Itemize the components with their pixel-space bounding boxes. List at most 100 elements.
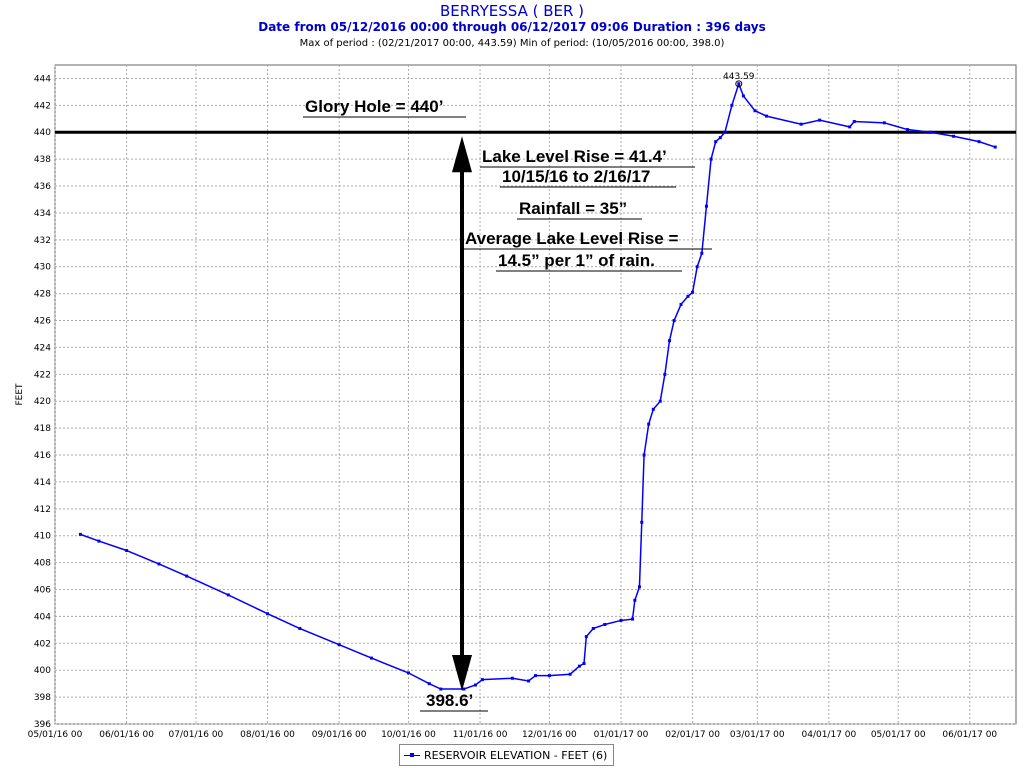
series-reservoir-elevation: 443.59 <box>78 72 997 691</box>
data-point <box>686 294 690 298</box>
x-tick-label: 02/01/17 00 <box>665 730 720 740</box>
x-tick-label: 06/01/16 00 <box>99 730 154 740</box>
data-point <box>633 598 637 602</box>
data-point <box>527 679 531 683</box>
y-tick-label: 400 <box>34 666 51 676</box>
data-point <box>905 128 909 132</box>
data-point <box>637 585 641 589</box>
y-tick-label: 416 <box>34 451 51 461</box>
rise-label-2: 10/15/16 to 2/16/17 <box>502 167 650 186</box>
arrow-head-up <box>452 136 472 173</box>
y-tick-label: 430 <box>34 263 51 273</box>
legend: RESERVOIR ELEVATION - FEET (6) <box>399 744 615 766</box>
y-tick-label: 424 <box>34 343 51 353</box>
data-point <box>337 643 341 647</box>
data-point <box>510 676 514 680</box>
data-point <box>125 549 129 553</box>
data-point <box>672 319 676 323</box>
x-tick-label: 08/01/16 00 <box>240 730 295 740</box>
data-point <box>704 204 708 208</box>
data-point <box>298 627 302 631</box>
data-point <box>642 453 646 457</box>
y-tick-label: 396 <box>34 720 51 730</box>
data-point <box>667 339 671 343</box>
data-point <box>406 671 410 675</box>
data-point <box>577 664 581 668</box>
avg-rise-label-2: 14.5” per 1” of rain. <box>498 251 655 270</box>
rise-label-1: Lake Level Rise = 41.4’ <box>482 147 667 166</box>
data-point <box>714 140 718 144</box>
period-stats: Max of period : (02/21/2017 00:00, 443.5… <box>299 38 725 49</box>
data-point <box>369 656 373 660</box>
data-point <box>157 562 161 566</box>
data-point <box>647 422 651 426</box>
data-point <box>993 145 997 149</box>
chart-area: 396 398 400 402 404 406 408 410 412 414 416 418 420 4… <box>15 64 1017 740</box>
chart-subtitle: Date from 05/12/2016 00:00 through 06/12… <box>258 20 766 34</box>
data-point <box>439 687 443 691</box>
data-point <box>631 617 635 621</box>
data-point <box>848 125 852 129</box>
data-point <box>651 407 655 411</box>
y-tick-label: 408 <box>34 559 51 569</box>
rise-arrow <box>452 136 472 692</box>
y-tick-label: 414 <box>34 478 51 488</box>
annotations: Glory Hole = 440’ Lake Level Rise = 41.4’… <box>303 97 712 712</box>
x-tick-label: 05/01/17 00 <box>871 730 926 740</box>
x-tick-label: 01/01/17 00 <box>594 730 649 740</box>
data-point <box>852 119 856 123</box>
data-point <box>765 114 769 118</box>
x-tick-labels: 05/01/16 00 06/01/16 00 07/01/16 00 08/01/1… <box>28 730 998 740</box>
data-point <box>977 140 981 144</box>
data-point <box>663 372 667 376</box>
data-point <box>591 627 595 631</box>
data-point <box>730 103 734 107</box>
x-tick-label: 03/01/17 00 <box>730 730 785 740</box>
y-tick-label: 418 <box>34 424 51 434</box>
legend-label: RESERVOIR ELEVATION - FEET (6) <box>424 748 608 762</box>
data-point <box>695 265 699 269</box>
data-point <box>709 157 713 161</box>
data-point <box>718 136 722 140</box>
data-point <box>582 661 586 665</box>
arrow-head-down <box>452 655 472 692</box>
y-axis-label: FEET <box>15 383 25 406</box>
data-point <box>547 674 551 678</box>
y-tick-label: 410 <box>34 532 51 542</box>
x-tick-label: 04/01/17 00 <box>802 730 857 740</box>
y-tick-label: 404 <box>34 612 51 622</box>
x-tick-label: 09/01/16 00 <box>312 730 367 740</box>
data-point <box>691 290 695 294</box>
y-tick-label: 442 <box>34 101 51 111</box>
y-tick-label: 422 <box>34 370 51 380</box>
data-point <box>427 682 431 686</box>
y-tick-label: 412 <box>34 505 51 515</box>
data-point <box>753 109 757 113</box>
data-point <box>603 622 607 626</box>
max-label: 443.59 <box>723 72 755 82</box>
chart-title: BERRYESSA ( BER ) <box>439 2 585 20</box>
y-tick-label: 428 <box>34 290 51 300</box>
data-point <box>480 678 484 682</box>
y-tick-label: 436 <box>34 182 51 192</box>
data-point <box>226 593 230 597</box>
y-tick-label: 420 <box>34 397 51 407</box>
data-point <box>929 130 933 134</box>
data-point <box>584 635 588 639</box>
data-point <box>568 672 572 676</box>
x-tick-label: 06/01/17 00 <box>942 730 997 740</box>
data-point <box>78 532 82 536</box>
x-tick-label: 12/01/16 00 <box>522 730 577 740</box>
avg-rise-label-1: Average Lake Level Rise = <box>465 229 678 248</box>
glory-hole-label: Glory Hole = 440’ <box>305 97 443 116</box>
data-point <box>97 539 101 543</box>
y-tick-label: 426 <box>34 317 51 327</box>
data-point <box>185 574 189 578</box>
data-point <box>882 121 886 125</box>
y-tick-labels: 396 398 400 402 404 406 408 410 412 414 416 418 420 4… <box>34 74 51 730</box>
x-tick-label: 11/01/16 00 <box>453 730 508 740</box>
data-point <box>658 399 662 403</box>
y-tick-label: 406 <box>34 586 51 596</box>
data-point <box>799 122 803 126</box>
data-point <box>473 683 477 687</box>
